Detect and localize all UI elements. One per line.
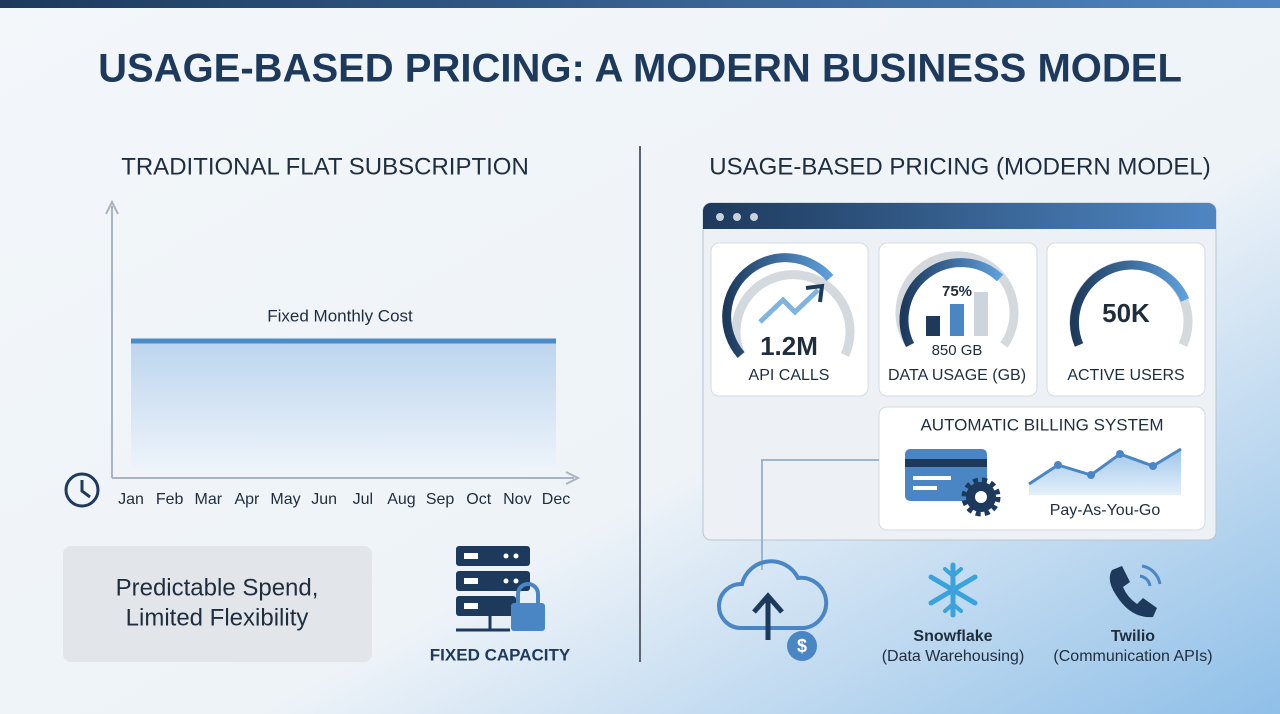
month-label: Mar (194, 491, 222, 508)
flat-chart (105, 199, 581, 485)
metric-value: 1.2M (760, 331, 818, 361)
server-icon (456, 546, 545, 632)
cloud-icon: $ (717, 559, 829, 661)
spark-chart (1028, 447, 1182, 495)
right-heading: USAGE-BASED PRICING (MODERN MODEL) (709, 153, 1210, 180)
example-name: Twilio (1111, 628, 1155, 645)
left-heading: TRADITIONAL FLAT SUBSCRIPTION (121, 153, 529, 180)
metric-label: API CALLS (749, 367, 830, 384)
billing-icon (905, 449, 1001, 517)
svg-text:$: $ (797, 636, 807, 656)
month-label: Aug (387, 491, 415, 508)
month-labels: Jan Feb Mar Apr May Jun Jul Aug Sep Oct Nov Dec (118, 491, 570, 508)
month-label: Jan (118, 491, 144, 508)
callout-line: Limited Flexibility (126, 604, 309, 631)
month-label: Dec (542, 491, 570, 508)
billing-title: AUTOMATIC BILLING SYSTEM (920, 415, 1163, 434)
title: USAGE-BASED PRICING: A MODERN BUSINESS M… (98, 47, 1182, 91)
metric-value: 850 GB (932, 342, 983, 359)
month-label: Jun (311, 491, 337, 508)
month-label: Oct (466, 491, 491, 508)
month-label: Sep (426, 491, 455, 508)
month-label: Jul (353, 491, 373, 508)
line-label: Fixed Monthly Cost (267, 306, 413, 325)
connector (761, 459, 879, 570)
billing-label: Pay-As-You-Go (1050, 502, 1161, 519)
top-bar (0, 0, 1280, 8)
callout-box (63, 546, 372, 662)
metric-percent: 75% (942, 283, 972, 300)
capacity-label: FIXED CAPACITY (430, 645, 571, 664)
phone-icon (1109, 564, 1162, 618)
snowflake-icon (928, 562, 978, 618)
metric-value: 50K (1102, 298, 1150, 328)
month-label: Nov (503, 491, 531, 508)
example-desc: (Communication APIs) (1053, 648, 1212, 665)
usage-bars (926, 292, 988, 336)
metric-label: ACTIVE USERS (1067, 367, 1184, 384)
clock-icon (64, 472, 100, 508)
month-label: Feb (156, 491, 184, 508)
example-name: Snowflake (913, 628, 992, 645)
month-label: Apr (234, 491, 260, 508)
gauges (722, 251, 1193, 358)
flat-area (131, 341, 556, 471)
callout-line: Predictable Spend, (116, 574, 319, 601)
metric-label: DATA USAGE (GB) (888, 367, 1026, 384)
month-label: May (270, 491, 300, 508)
example-desc: (Data Warehousing) (882, 648, 1025, 665)
